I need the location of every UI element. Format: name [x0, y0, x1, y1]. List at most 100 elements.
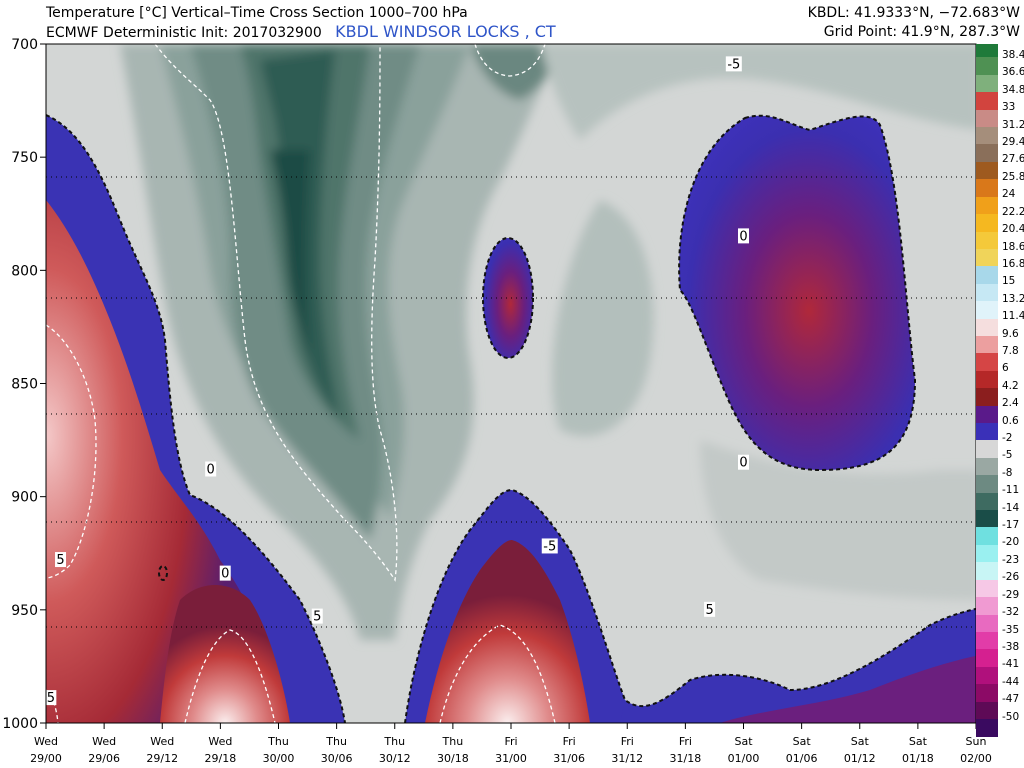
- colorbar-segment: [976, 74, 998, 94]
- x-tick-day: Sat: [909, 735, 928, 748]
- contour-label: 0: [207, 463, 215, 478]
- x-tick-day: Sat: [851, 735, 870, 748]
- colorbar-segment: [976, 370, 998, 390]
- colorbar-label: 25.8: [1002, 170, 1024, 183]
- x-tick-day: Wed: [208, 735, 232, 748]
- x-tick-time: 30/18: [437, 752, 469, 765]
- colorbar-label: -32: [1002, 606, 1020, 619]
- colorbar-label: 13.2: [1002, 292, 1024, 305]
- colorbar-label: -17: [1002, 519, 1020, 532]
- contour-label: -5: [727, 57, 740, 72]
- colorbar-label: 36.6: [1002, 66, 1024, 79]
- colorbar-label: 27.6: [1002, 153, 1024, 166]
- colorbar-segment: [976, 335, 998, 355]
- x-tick-day: Thu: [267, 735, 289, 748]
- y-tick-label: 800: [11, 263, 38, 279]
- colorbar-label: 16.8: [1002, 257, 1024, 270]
- contour-label: 0: [739, 456, 747, 471]
- colorbar-label: -5: [1002, 449, 1013, 462]
- colorbar-label: 24: [1002, 188, 1016, 201]
- contour-label-bg: [725, 56, 742, 72]
- x-tick-day: Sun: [966, 735, 987, 748]
- colorbar-segment: [976, 266, 998, 285]
- colorbar-segment: [976, 457, 998, 477]
- colorbar-segment: [976, 649, 998, 668]
- colorbar-segment: [976, 109, 998, 129]
- colorbar-label: 18.6: [1002, 240, 1024, 253]
- x-tick-day: Fri: [679, 735, 692, 748]
- colorbar-label: -35: [1002, 623, 1020, 636]
- contour-label: 5: [313, 610, 321, 625]
- x-tick-time: 30/06: [321, 752, 353, 765]
- contour-label: 0: [739, 229, 747, 244]
- colorbar-segment: [976, 405, 998, 425]
- contour-label-bg: [205, 461, 217, 477]
- x-axis: Wed 29/00 Wed 29/06 Wed 29/12 Wed 29/18 Thu 30/00…: [30, 723, 992, 765]
- y-tick-label: 750: [11, 150, 38, 166]
- colorbar-label: -29: [1002, 588, 1020, 601]
- x-tick-time: 01/12: [844, 752, 876, 765]
- contour-label-bg: [541, 538, 558, 554]
- colorbar-segment: [976, 719, 998, 738]
- station-name: KBDL WINDSOR LOCKS , CT: [335, 22, 556, 41]
- station-coords: KBDL: 41.9333°N, −72.683°W: [807, 5, 1020, 21]
- colorbar-segment: [976, 161, 998, 181]
- colorbar-label: 22.2: [1002, 205, 1024, 218]
- zero-contours: [46, 114, 976, 723]
- model-init-text: ECMWF Deterministic Init: 2017032900 KBD…: [46, 22, 556, 42]
- colorbar-label: -23: [1002, 553, 1020, 566]
- colorbar-segment: [976, 631, 998, 651]
- contour-label: -5: [543, 539, 556, 554]
- colorbar-segment: [976, 144, 998, 163]
- y-axis: 700 750 800 850 900 950 1000: [2, 37, 46, 732]
- x-tick-day: Thu: [325, 735, 347, 748]
- colorbar-segment: [976, 544, 998, 564]
- x-tick-time: 29/12: [146, 752, 178, 765]
- colorbar-segment: [976, 684, 998, 703]
- colorbar-segment: [976, 492, 998, 512]
- colorbar-label: -2: [1002, 432, 1013, 445]
- colorbar-label: -47: [1002, 693, 1020, 706]
- colorbar-label: 6: [1002, 362, 1009, 375]
- colorbar-label: 11.4: [1002, 310, 1024, 323]
- colorbar-segment: [976, 614, 998, 633]
- x-tick-time: 01/06: [786, 752, 818, 765]
- x-tick-time: 01/18: [902, 752, 934, 765]
- y-tick-label: 900: [11, 490, 38, 506]
- pressure-gridlines: [46, 176, 976, 628]
- colorbar-segment: [976, 510, 998, 529]
- contour-label-bg: [311, 608, 323, 624]
- model-init-label: ECMWF Deterministic Init: 2017032900: [46, 25, 322, 41]
- contour-label-bg: [45, 690, 57, 706]
- colorbar-label: -26: [1002, 571, 1020, 584]
- x-tick-time: 31/12: [611, 752, 643, 765]
- x-tick-day: Fri: [504, 735, 517, 748]
- y-tick-label: 850: [11, 377, 38, 393]
- x-tick-day: Wed: [34, 735, 58, 748]
- x-tick-day: Fri: [563, 735, 576, 748]
- colorbar-label: 4.2: [1002, 379, 1019, 392]
- grid-point: Grid Point: 41.9°N, 287.3°W: [823, 24, 1020, 40]
- x-tick-time: 29/18: [205, 752, 237, 765]
- colorbar-label: 0.6: [1002, 414, 1019, 427]
- colorbar-segment: [976, 527, 998, 546]
- colorbar-segment: [976, 440, 998, 459]
- colorbar-segment: [976, 179, 998, 198]
- contour-label-bg: [704, 601, 716, 617]
- contour-label-bg: [738, 454, 749, 470]
- x-tick-time: 29/00: [30, 752, 62, 765]
- colorbar-segment: [976, 597, 998, 616]
- colorbar-segment: [976, 248, 998, 268]
- colorbar-segment: [976, 44, 998, 59]
- colorbar-segment: [976, 196, 998, 216]
- colorbar-segment: [976, 475, 998, 494]
- colorbar-label: 2.4: [1002, 397, 1019, 410]
- colorbar-label: 31.2: [1002, 118, 1024, 131]
- colorbar-label: -50: [1002, 710, 1020, 723]
- y-tick-label: 950: [11, 603, 38, 619]
- colorbar-label: -20: [1002, 536, 1020, 549]
- colorbar-label: -38: [1002, 640, 1020, 653]
- contour-label: 5: [47, 691, 55, 706]
- colorbar-segment: [976, 353, 998, 372]
- colorbar-segment: [976, 579, 998, 599]
